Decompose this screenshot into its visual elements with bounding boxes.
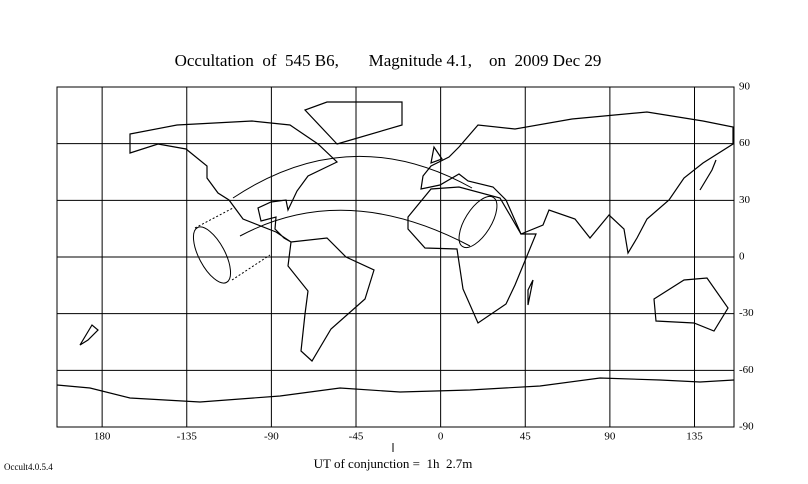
y-tick-label: -90 (739, 421, 754, 433)
japan (699, 159, 717, 191)
track-extension (194, 207, 234, 229)
graticule (57, 86, 734, 428)
y-tick-label: 0 (739, 251, 745, 263)
y-tick-label: 60 (739, 137, 751, 149)
africa (407, 186, 537, 324)
track-extension (231, 254, 271, 281)
shadow-ellipse (192, 226, 232, 284)
antarctica (56, 377, 735, 403)
shadow-ellipse (458, 195, 498, 249)
eurasia (420, 111, 734, 255)
australia (653, 277, 729, 332)
south-america (287, 237, 375, 362)
y-tick-label: 30 (739, 194, 751, 206)
new-zealand (79, 324, 99, 346)
madagascar (527, 279, 534, 306)
y-tick-label: 90 (739, 81, 751, 93)
title: Occultation of 545 B6, Magnitude 4.1, on… (175, 51, 602, 70)
occultation-track (192, 155, 498, 284)
y-tick-label: -30 (739, 307, 754, 319)
coastlines (56, 101, 735, 403)
x-tick-label: -90 (264, 431, 279, 443)
y-tick-label: -60 (739, 364, 754, 376)
x-tick-label: 0 (438, 431, 444, 443)
x-tick-label: -45 (349, 431, 364, 443)
version: Occult4.0.5.4 (4, 462, 53, 472)
greenland (303, 101, 403, 145)
x-tick-label: -135 (177, 431, 198, 443)
x-tick-label: 45 (520, 431, 532, 443)
track-limit (232, 155, 473, 199)
track-limit (239, 209, 471, 247)
x-tick-label: 90 (604, 431, 616, 443)
x-tick-label: 135 (686, 431, 703, 443)
map-frame (56, 86, 735, 428)
conjunction-time: UT of conjunction = 1h 2.7m (314, 456, 473, 471)
x-tick-label: 180 (94, 431, 111, 443)
north-america (129, 120, 339, 243)
britain (430, 145, 443, 164)
